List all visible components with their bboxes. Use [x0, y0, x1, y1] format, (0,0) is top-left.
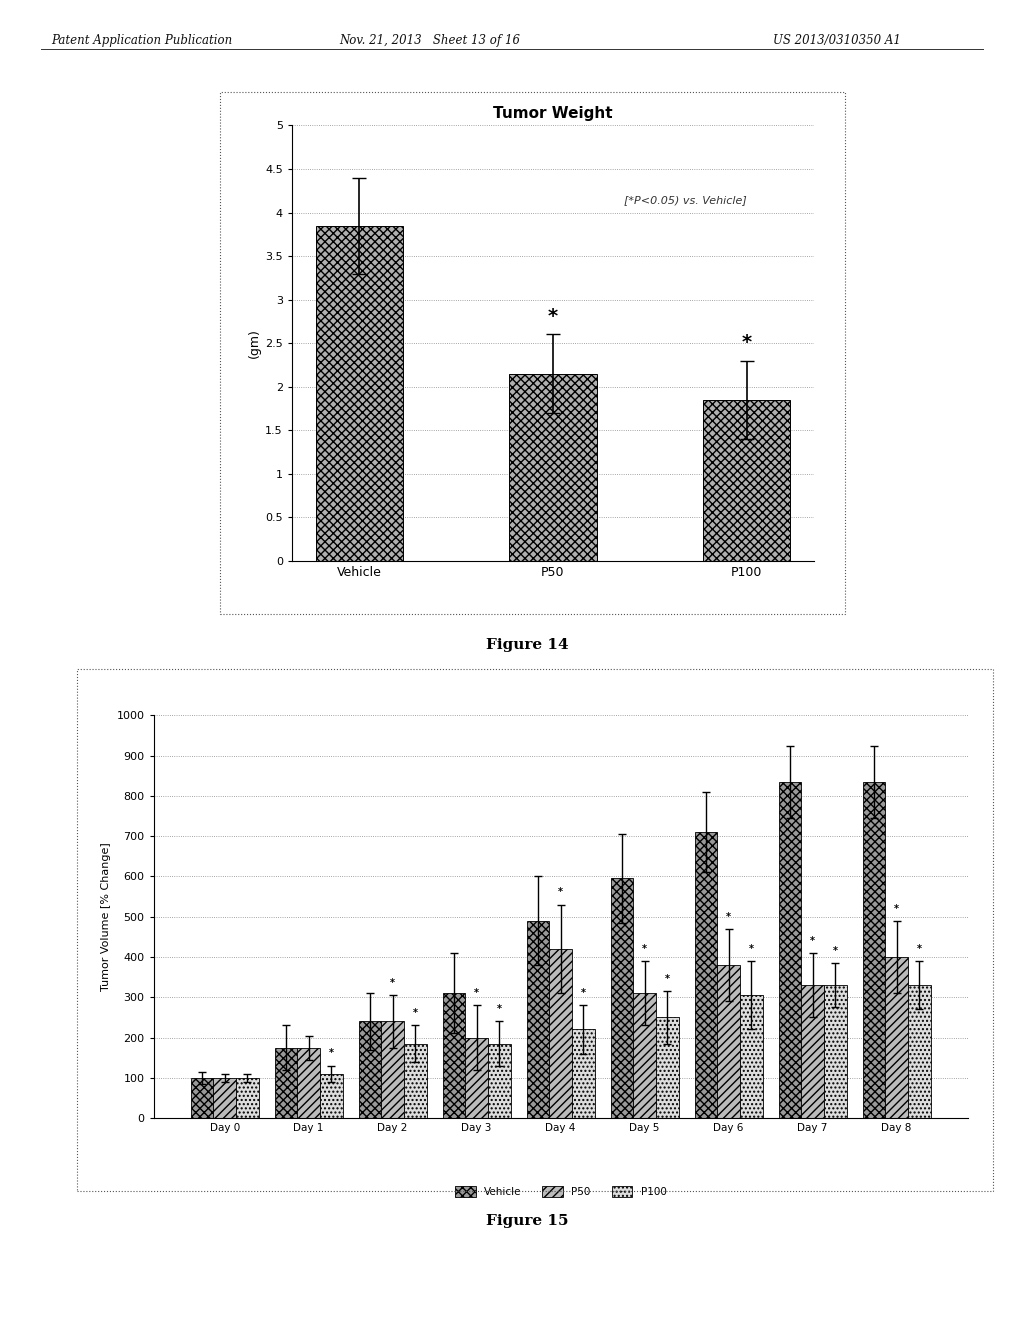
Y-axis label: (gm): (gm): [248, 329, 261, 358]
Text: *: *: [390, 978, 395, 987]
Bar: [509, 374, 597, 561]
Text: Patent Application Publication: Patent Application Publication: [51, 34, 232, 48]
Bar: [274, 1048, 297, 1118]
Text: *: *: [741, 333, 752, 352]
Bar: [526, 921, 549, 1118]
Text: *: *: [894, 903, 899, 913]
Bar: [488, 1044, 511, 1118]
Bar: [633, 993, 656, 1118]
Text: *: *: [749, 944, 754, 954]
Bar: [213, 1077, 236, 1118]
Bar: [572, 1030, 595, 1118]
Text: *: *: [833, 946, 838, 956]
Bar: [717, 965, 740, 1118]
Bar: [694, 832, 717, 1118]
Bar: [404, 1044, 427, 1118]
Bar: [703, 400, 791, 561]
Bar: [908, 985, 931, 1118]
Bar: [297, 1048, 319, 1118]
Bar: [465, 1038, 488, 1118]
Bar: [549, 949, 572, 1118]
Bar: [778, 781, 802, 1118]
Bar: [824, 985, 847, 1118]
Legend: Vehicle, P50, P100: Vehicle, P50, P100: [451, 1183, 671, 1201]
Bar: [740, 995, 763, 1118]
Bar: [358, 1022, 381, 1118]
Bar: [886, 957, 908, 1118]
Text: *: *: [726, 912, 731, 921]
Text: *: *: [642, 944, 647, 954]
Bar: [442, 993, 465, 1118]
Bar: [802, 985, 824, 1118]
Text: [*P<0.05) vs. Vehicle]: [*P<0.05) vs. Vehicle]: [624, 195, 746, 205]
Bar: [381, 1022, 404, 1118]
Text: *: *: [474, 989, 479, 998]
Text: *: *: [413, 1008, 418, 1018]
Title: Tumor Weight: Tumor Weight: [494, 107, 612, 121]
Text: Figure 14: Figure 14: [486, 638, 568, 652]
Text: US 2013/0310350 A1: US 2013/0310350 A1: [773, 34, 901, 48]
Bar: [236, 1077, 259, 1118]
Text: *: *: [329, 1048, 334, 1059]
Bar: [862, 781, 886, 1118]
Text: Nov. 21, 2013   Sheet 13 of 16: Nov. 21, 2013 Sheet 13 of 16: [340, 34, 520, 48]
Text: Figure 15: Figure 15: [486, 1214, 568, 1229]
Text: *: *: [558, 887, 563, 898]
Text: *: *: [548, 306, 558, 326]
Bar: [190, 1077, 213, 1118]
Bar: [610, 879, 633, 1118]
Bar: [319, 1073, 343, 1118]
Text: *: *: [497, 1005, 502, 1014]
Text: *: *: [916, 944, 922, 954]
Text: *: *: [665, 974, 670, 983]
Text: *: *: [581, 989, 586, 998]
Text: *: *: [810, 936, 815, 945]
Y-axis label: Tumor Volume [% Change]: Tumor Volume [% Change]: [101, 842, 111, 991]
Bar: [315, 226, 402, 561]
Bar: [656, 1018, 679, 1118]
